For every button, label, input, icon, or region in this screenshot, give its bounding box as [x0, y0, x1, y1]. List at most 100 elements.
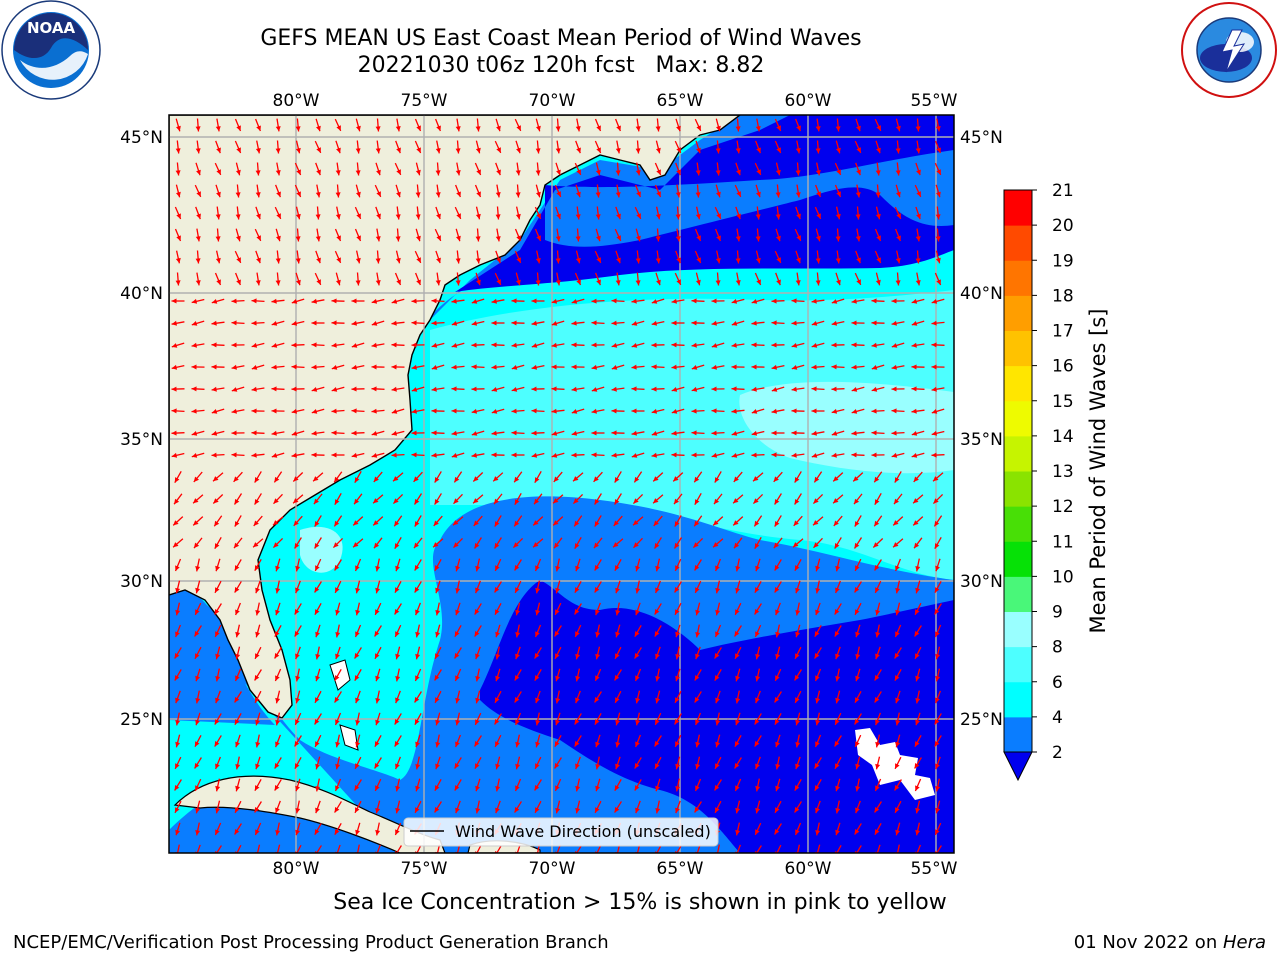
wind-wave-arrowhead — [475, 147, 481, 154]
wind-wave-arrowhead — [393, 476, 399, 482]
lon-label: 80°W — [273, 859, 320, 879]
wind-wave-arrowhead — [315, 675, 320, 682]
wind-wave-arrowhead — [535, 697, 540, 704]
wind-wave-arrowhead — [335, 653, 340, 660]
wind-wave-arrowhead — [311, 342, 317, 348]
wind-wave-arrowhead — [895, 807, 900, 813]
wind-wave-arrowhead — [931, 342, 937, 348]
wind-wave-arrowhead — [775, 741, 780, 748]
wind-wave-arrowhead — [456, 213, 461, 219]
wind-wave-arrowhead — [195, 719, 200, 726]
wind-wave-arrowhead — [855, 236, 861, 242]
wind-wave-arrowhead — [355, 807, 360, 813]
wind-wave-arrowhead — [611, 365, 618, 370]
wind-wave-arrowhead — [675, 236, 681, 242]
lon-label: 70°W — [529, 91, 576, 111]
wind-wave-arrowhead — [735, 807, 741, 814]
wind-wave-arrowhead — [671, 320, 677, 326]
wind-wave-arrowhead — [496, 279, 501, 285]
wind-wave-arrowhead — [855, 565, 860, 571]
wind-wave-arrowhead — [495, 697, 500, 703]
wind-wave-arrowhead — [171, 452, 178, 458]
colorbar-tick-label: 13 — [1052, 462, 1074, 482]
footer-date-text: 01 Nov 2022 on — [1073, 932, 1223, 953]
wind-wave-arrowhead — [515, 170, 521, 176]
wind-wave-arrowhead — [555, 148, 561, 154]
wind-wave-arrowhead — [271, 364, 277, 370]
wind-wave-arrowhead — [351, 343, 358, 348]
wind-wave-arrowhead — [435, 170, 441, 176]
wind-wave-arrowhead — [775, 169, 781, 176]
wind-wave-arrowhead — [855, 741, 860, 747]
wind-wave-arrowhead — [771, 387, 778, 392]
wind-wave-arrowhead — [733, 520, 739, 526]
wind-wave-arrowhead — [653, 498, 659, 504]
lat-label: 45°N — [120, 128, 163, 148]
wind-wave-arrowhead — [175, 609, 181, 616]
wind-wave-arrowhead — [835, 653, 840, 660]
wind-wave-arrowhead — [275, 565, 280, 572]
wind-wave-arrowhead — [613, 520, 619, 526]
wind-wave-arrowhead — [655, 213, 661, 220]
wind-wave-arrowhead — [551, 342, 557, 348]
wind-wave-arrowhead — [791, 386, 797, 392]
wind-wave-arrowhead — [356, 125, 361, 132]
wind-wave-arrowhead — [531, 430, 537, 436]
colorbar-segment — [1004, 295, 1032, 331]
wind-wave-arrowhead — [631, 408, 637, 414]
wind-wave-arrowhead — [734, 763, 740, 769]
wind-wave-arrowhead — [553, 476, 559, 482]
wind-wave-arrowhead — [754, 741, 760, 747]
wind-wave-arrowhead — [695, 170, 701, 176]
wind-wave-arrowhead — [835, 719, 840, 725]
wind-wave-arrowhead — [375, 258, 381, 264]
wind-wave-arrowhead — [835, 213, 841, 220]
wind-wave-arrowhead — [294, 609, 300, 615]
wind-wave-arrowhead — [513, 542, 519, 548]
colorbar-segment — [1004, 260, 1032, 296]
wind-wave-arrowhead — [491, 298, 497, 304]
wind-wave-arrowhead — [451, 453, 458, 458]
wind-wave-arrowhead — [874, 476, 880, 483]
wind-wave-arrowhead — [574, 587, 580, 593]
wind-wave-arrowhead — [414, 587, 420, 593]
wind-wave-arrowhead — [854, 498, 860, 505]
wind-wave-arrowhead — [334, 565, 340, 571]
wind-wave-arrowhead — [274, 785, 280, 791]
wind-wave-arrowhead — [271, 408, 277, 414]
wind-wave-arrowhead — [756, 279, 761, 285]
wind-wave-arrowhead — [175, 565, 180, 571]
wind-wave-arrowhead — [275, 170, 281, 176]
wind-wave-arrowhead — [915, 280, 921, 286]
wind-wave-arrow — [476, 844, 482, 853]
wind-wave-arrowhead — [171, 320, 177, 326]
wind-wave-arrowhead — [415, 807, 420, 813]
wind-wave-arrowhead — [711, 386, 717, 392]
wind-wave-arrowhead — [775, 653, 781, 660]
wind-wave-arrowhead — [394, 609, 400, 615]
wind-wave-arrowhead — [235, 764, 241, 770]
wind-wave-arrow — [736, 844, 742, 853]
wind-wave-arrowhead — [795, 587, 800, 594]
wind-wave-arrowhead — [295, 126, 301, 132]
wind-wave-arrowhead — [293, 476, 299, 482]
wind-wave-arrowhead — [231, 364, 237, 370]
wind-wave-arrowhead — [811, 386, 817, 392]
wind-wave-arrowhead — [211, 409, 218, 414]
wind-wave-arrowhead — [614, 499, 620, 505]
wind-wave-arrowhead — [555, 807, 561, 814]
wind-wave-arrowhead — [471, 452, 477, 458]
wind-wave-arrowhead — [331, 298, 337, 304]
wind-wave-arrowhead — [755, 653, 761, 660]
wind-wave-arrowhead — [391, 452, 397, 458]
wind-wave-arrowhead — [935, 786, 941, 792]
wind-wave-arrowhead — [751, 386, 757, 392]
wind-wave-arrowhead — [911, 408, 917, 414]
wind-wave-arrowhead — [274, 763, 280, 769]
wind-wave-arrowhead — [515, 609, 520, 616]
wind-wave-arrowhead — [575, 236, 581, 242]
wind-wave-arrowhead — [255, 829, 260, 835]
wind-wave-arrowhead — [251, 430, 257, 436]
wind-wave-arrowhead — [273, 542, 279, 548]
wind-wave-arrowhead — [191, 453, 198, 458]
